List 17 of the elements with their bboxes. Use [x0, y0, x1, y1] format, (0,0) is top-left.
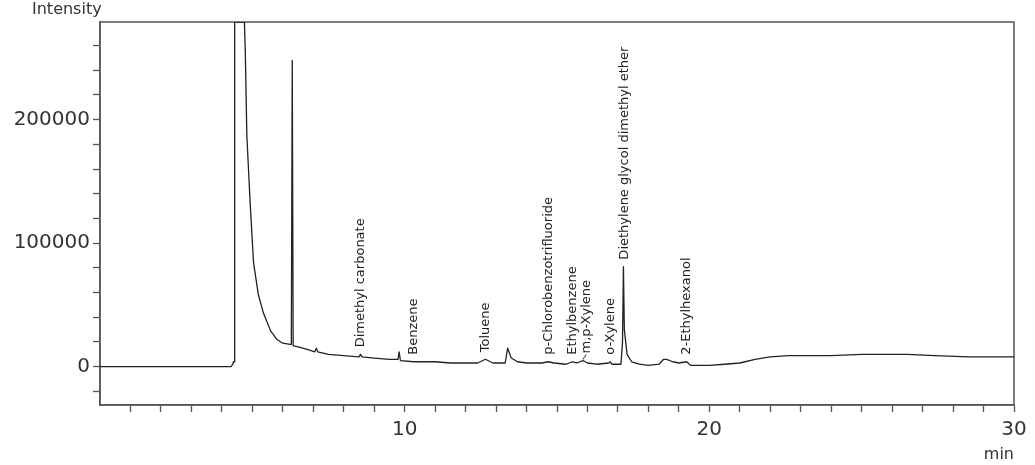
x-tick-label: 20	[696, 416, 723, 441]
annotation: m,p-Xylene	[577, 279, 593, 354]
annotation: Toluene	[476, 302, 492, 354]
annotation: p-Chlorobenzotrifluoride	[539, 197, 555, 355]
y-axis-title: Intensity	[32, 0, 102, 19]
annotation: Benzene	[405, 298, 421, 355]
x-axis-title: min	[983, 443, 1014, 463]
annotation: Diethylene glycol dimethyl ether	[615, 45, 631, 260]
y-tick-label: 100000	[13, 229, 90, 254]
y-tick-label: 0	[77, 352, 90, 377]
x-tick-label: 30	[1001, 416, 1027, 441]
x-tick-label: 10	[391, 416, 418, 441]
annotation: 2-Ethylhexanol	[677, 257, 693, 355]
annotation: Ethylbenzene	[563, 266, 579, 355]
annotation: o-Xylene	[601, 298, 617, 355]
y-tick-label: 200000	[13, 105, 90, 130]
annotation: Dimethyl carbonate	[351, 218, 367, 348]
